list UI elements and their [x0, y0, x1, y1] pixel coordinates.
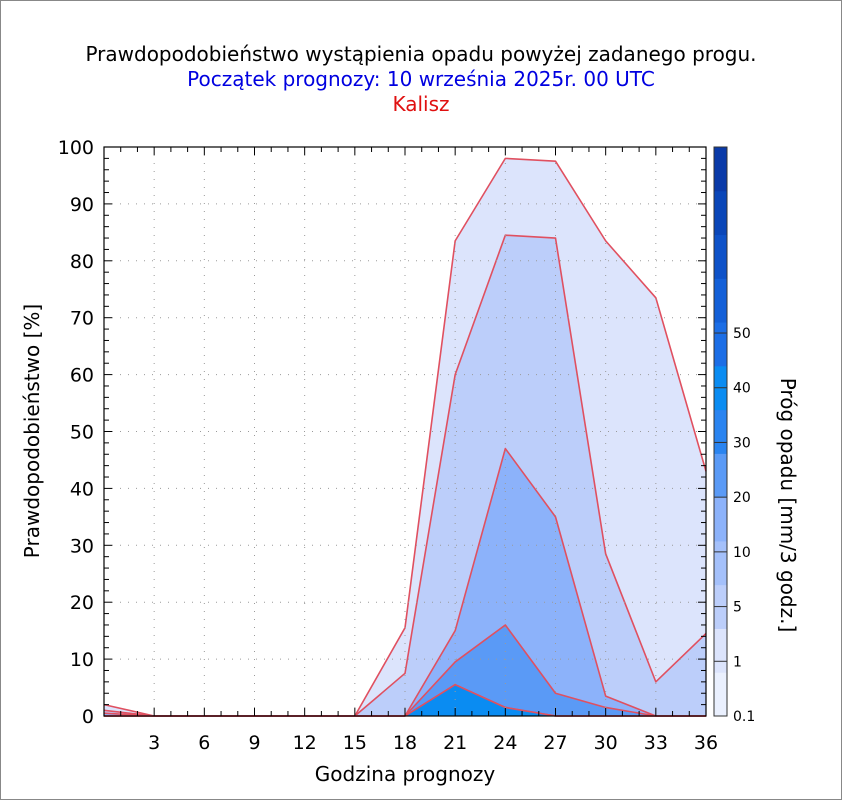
- chart-title: Prawdopodobieństwo wystąpienia opadu pow…: [85, 42, 757, 66]
- colorbar-segment: [714, 497, 727, 542]
- colorbar-segment: [714, 147, 727, 192]
- colorbar-segment: [714, 672, 727, 717]
- colorbar-segment: [714, 278, 727, 323]
- colorbar-segment: [714, 322, 727, 367]
- area-layers: [103, 157, 707, 717]
- x-tick-label: 9: [248, 732, 260, 754]
- colorbar-tick-label: 20: [733, 490, 751, 506]
- y-tick-label: 60: [70, 365, 94, 387]
- y-tick-label: 100: [58, 137, 94, 159]
- x-tick-label: 15: [343, 732, 367, 754]
- y-tick-label: 0: [82, 706, 94, 728]
- y-tick-label: 30: [70, 535, 94, 557]
- x-tick-label: 36: [694, 732, 718, 754]
- colorbar-tick-label: 0.1: [733, 709, 755, 725]
- x-tick-label: 21: [443, 732, 467, 754]
- y-tick-label: 80: [70, 251, 94, 273]
- colorbar-tick-label: 30: [733, 435, 751, 451]
- area-threshold-2: [104, 448, 706, 716]
- colorbar-tick-label: 1: [733, 654, 742, 670]
- colorbar-segment: [714, 409, 727, 454]
- y-tick-label: 90: [70, 194, 94, 216]
- x-tick-label: 30: [594, 732, 618, 754]
- x-tick-label: 33: [644, 732, 668, 754]
- y-tick-label: 70: [70, 308, 94, 330]
- colorbar-segment: [714, 190, 727, 236]
- x-tick-label: 27: [543, 732, 567, 754]
- y-tick-label: 20: [70, 592, 94, 614]
- y-axis-label: Prawdopodobieństwo [%]: [20, 304, 44, 558]
- x-tick-label: 18: [393, 732, 417, 754]
- colorbar-segment: [714, 540, 727, 586]
- x-tick-label: 12: [293, 732, 317, 754]
- location-name: Kalisz: [392, 92, 450, 116]
- y-tick-label: 50: [70, 422, 94, 444]
- x-axis-label: Godzina prognozy: [315, 762, 496, 786]
- colorbar-tick-label: 40: [733, 381, 751, 397]
- axes: 3 6 9 12 15 18 21 24 27 30 33 360102030405060708090…: [58, 137, 718, 754]
- colorbar-tick-label: 5: [733, 600, 742, 616]
- chart-subtitle: Początek prognozy: 10 września 2025r. 00…: [187, 67, 655, 91]
- colorbar: 0.1 1 5 10 20 30 40 50: [713, 146, 755, 725]
- y-tick-label: 40: [70, 478, 94, 500]
- x-tick-label: 3: [148, 732, 160, 754]
- colorbar-tick-label: 50: [733, 326, 751, 342]
- colorbar-tick-label: 10: [733, 545, 751, 561]
- x-tick-label: 24: [493, 732, 517, 754]
- colorbar-segment: [714, 628, 727, 673]
- colorbar-segment: [714, 453, 727, 498]
- y-tick-label: 10: [70, 649, 94, 671]
- x-tick-label: 6: [198, 732, 210, 754]
- colorbar-label: Próg opadu [mm/3 godz.]: [776, 378, 800, 633]
- colorbar-segment: [714, 234, 727, 279]
